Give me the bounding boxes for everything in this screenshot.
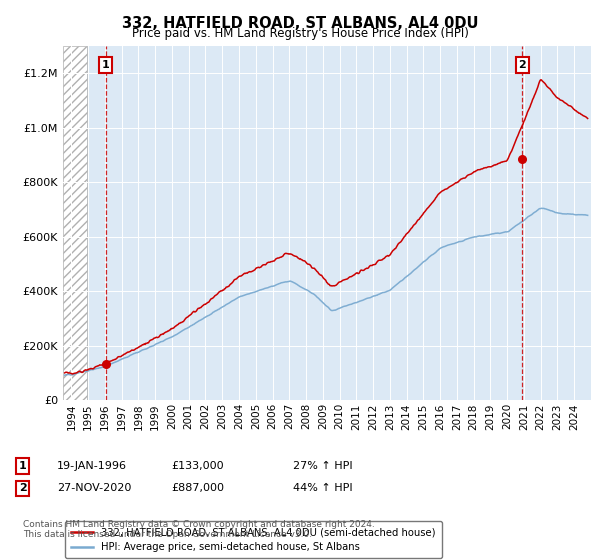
- Text: 27% ↑ HPI: 27% ↑ HPI: [293, 461, 352, 471]
- Text: 2: 2: [518, 60, 526, 70]
- Text: 1: 1: [102, 60, 110, 70]
- Text: Price paid vs. HM Land Registry's House Price Index (HPI): Price paid vs. HM Land Registry's House …: [131, 27, 469, 40]
- Text: £133,000: £133,000: [171, 461, 224, 471]
- Text: 1: 1: [19, 461, 26, 471]
- Text: 44% ↑ HPI: 44% ↑ HPI: [293, 483, 352, 493]
- Text: £887,000: £887,000: [171, 483, 224, 493]
- Bar: [63, 46, 87, 400]
- Text: 2: 2: [19, 483, 26, 493]
- Text: Contains HM Land Registry data © Crown copyright and database right 2024.
This d: Contains HM Land Registry data © Crown c…: [23, 520, 374, 539]
- Text: 19-JAN-1996: 19-JAN-1996: [57, 461, 127, 471]
- Bar: [63, 46, 87, 400]
- Legend: 332, HATFIELD ROAD, ST ALBANS, AL4 0DU (semi-detached house), HPI: Average price: 332, HATFIELD ROAD, ST ALBANS, AL4 0DU (…: [65, 521, 442, 558]
- Text: 27-NOV-2020: 27-NOV-2020: [57, 483, 131, 493]
- Text: 332, HATFIELD ROAD, ST ALBANS, AL4 0DU: 332, HATFIELD ROAD, ST ALBANS, AL4 0DU: [122, 16, 478, 31]
